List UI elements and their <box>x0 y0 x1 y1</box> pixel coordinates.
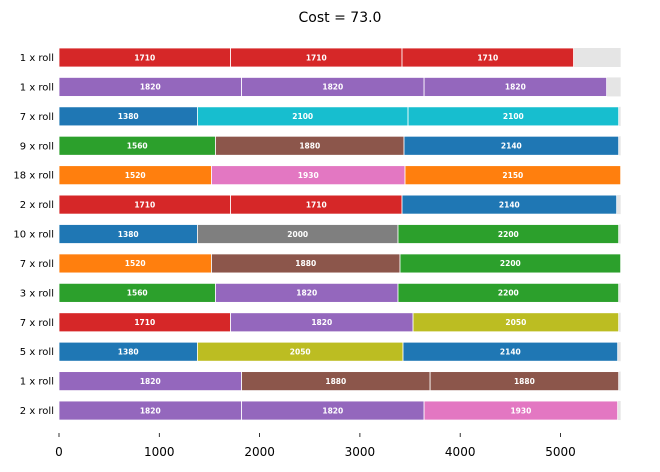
piece-value-label: 2140 <box>501 142 522 151</box>
piece-value-label: 1930 <box>298 171 319 180</box>
piece-value-label: 1710 <box>134 318 155 327</box>
row-label: 7 x roll <box>20 112 54 123</box>
piece-bar <box>397 282 620 303</box>
piece-value-label: 1380 <box>118 348 139 357</box>
piece-value-label: 2200 <box>498 289 519 298</box>
x-tick-label: 3000 <box>345 445 376 459</box>
x-tick-label: 4000 <box>445 445 476 459</box>
piece-bar <box>397 224 620 244</box>
piece-bar <box>423 77 608 97</box>
piece-value-label: 1710 <box>477 53 498 62</box>
piece-bar <box>401 47 574 68</box>
piece-value-label: 1710 <box>306 200 327 209</box>
piece-value-label: 1820 <box>296 289 317 298</box>
piece-value-label: 2140 <box>500 348 521 357</box>
piece-value-label: 1930 <box>510 406 531 415</box>
row-label: 1 x roll <box>20 377 54 388</box>
piece-value-label: 1560 <box>127 142 148 151</box>
piece-value-label: 2150 <box>502 171 523 180</box>
row-label: 5 x roll <box>20 347 54 358</box>
piece-bar <box>399 253 622 274</box>
x-tick-label: 0 <box>55 445 63 459</box>
piece-value-label: 2200 <box>498 230 519 239</box>
piece-value-label: 1520 <box>125 259 146 268</box>
piece-bar <box>404 165 622 186</box>
y-tick-labels: 1 x roll 1 x roll 7 x roll 9 x roll 18 x rol… <box>13 53 54 417</box>
row-label: 7 x roll <box>20 318 54 329</box>
x-tick-label: 1000 <box>144 445 175 459</box>
piece-value-label: 2200 <box>500 259 521 268</box>
piece-value-label: 1380 <box>118 112 139 121</box>
piece-bar <box>403 135 620 156</box>
x-tick-label: 2000 <box>244 445 275 459</box>
piece-bar <box>423 400 619 421</box>
piece-value-label: 2050 <box>505 318 526 327</box>
piece-value-label: 1380 <box>118 230 139 239</box>
piece-value-label: 1820 <box>322 83 343 92</box>
row-label: 2 x roll <box>20 406 54 417</box>
piece-value-label: 1880 <box>325 377 346 386</box>
piece-value-label: 1820 <box>140 406 161 415</box>
row-label: 9 x roll <box>20 141 54 152</box>
piece-value-label: 1820 <box>311 318 332 327</box>
x-axis: 0 1000 2000 3000 4000 5000 <box>55 433 576 459</box>
row-label: 2 x roll <box>20 200 54 211</box>
piece-value-label: 1560 <box>127 289 148 298</box>
piece-value-label: 1820 <box>322 406 343 415</box>
piece-value-label: 1820 <box>140 377 161 386</box>
row-label: 1 x roll <box>20 82 54 93</box>
piece-value-label: 2000 <box>287 230 308 239</box>
piece-value-label: 1820 <box>140 83 161 92</box>
row-label: 7 x roll <box>20 259 54 270</box>
x-tick-label: 5000 <box>545 445 576 459</box>
chart-title: Cost = 73.0 <box>299 10 382 26</box>
piece-value-label: 2140 <box>499 200 520 209</box>
piece-value-label: 1880 <box>295 259 316 268</box>
piece-value-label: 2050 <box>290 348 311 357</box>
piece-value-label: 2100 <box>503 112 524 121</box>
row-label: 10 x roll <box>13 230 54 241</box>
piece-value-label: 1880 <box>514 377 535 386</box>
piece-value-label: 2100 <box>292 112 313 121</box>
piece-value-label: 1710 <box>134 53 155 62</box>
piece-value-label: 1710 <box>134 200 155 209</box>
piece-bar <box>407 106 620 127</box>
bars-group: 1710 1710 1710 1820 1820 1820 1380 2100 2100 1560… <box>58 47 622 421</box>
piece-value-label: 1820 <box>505 83 526 92</box>
piece-value-label: 1520 <box>125 171 146 180</box>
piece-bar <box>429 371 620 392</box>
row-label: 18 x roll <box>13 171 54 182</box>
piece-value-label: 1710 <box>306 53 327 62</box>
piece-bar <box>401 194 618 215</box>
row-label: 1 x roll <box>20 53 54 64</box>
piece-value-label: 1880 <box>299 142 320 151</box>
row-label: 3 x roll <box>20 288 54 299</box>
piece-bar <box>412 312 620 333</box>
piece-bar <box>402 341 619 362</box>
